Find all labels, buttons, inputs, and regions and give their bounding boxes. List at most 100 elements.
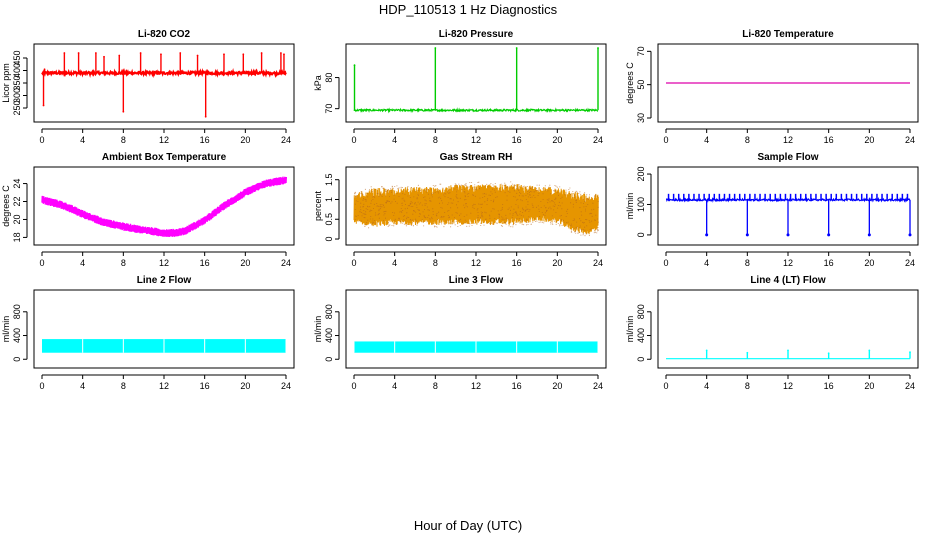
x-tick-label: 24 [905, 381, 915, 391]
y-tick-label: 800 [636, 304, 646, 319]
panel-title: Li-820 Pressure [439, 29, 514, 40]
y-tick-label: 24 [12, 179, 22, 189]
series-spike-point [353, 64, 356, 67]
x-tick-label: 12 [783, 258, 793, 268]
plot-frame [657, 289, 919, 369]
x-tick-label: 8 [745, 381, 750, 391]
x-tick-label: 20 [240, 381, 250, 391]
series-spike-point [827, 352, 830, 355]
x-tick-label: 24 [905, 258, 915, 268]
series-line [353, 183, 599, 235]
x-tick-label: 24 [281, 258, 291, 268]
x-tick-label: 24 [905, 135, 915, 145]
x-tick-label: 0 [663, 381, 668, 391]
series-spike-point [179, 52, 182, 54]
x-tick-label: 20 [552, 258, 562, 268]
x-tick-label: 4 [80, 258, 85, 268]
y-tick-label: 70 [324, 104, 334, 114]
y-axis-label: ml/min [625, 193, 635, 220]
y-tick-label: 20 [12, 214, 22, 224]
y-tick-label: 1 [324, 197, 334, 202]
x-tick-label: 8 [745, 258, 750, 268]
x-tick-label: 0 [663, 258, 668, 268]
x-tick-label: 24 [593, 381, 603, 391]
panel-title: Line 4 (LT) Flow [750, 275, 826, 286]
series-spike-point [283, 53, 285, 56]
plot-frame [33, 289, 295, 369]
x-tick-label: 8 [121, 381, 126, 391]
series-spike-point [63, 52, 66, 54]
series-spike-point [260, 52, 263, 54]
x-tick-label: 16 [200, 381, 210, 391]
y-tick-label: 70 [636, 46, 646, 56]
plot-frame [33, 43, 295, 123]
y-tick-label: 800 [12, 304, 22, 319]
y-tick-label: 0 [12, 357, 22, 362]
series-dip-point [786, 233, 790, 237]
x-tick-label: 8 [433, 381, 438, 391]
x-tick-label: 12 [471, 381, 481, 391]
plot-frame [657, 43, 919, 123]
y-tick-label: 80 [324, 73, 334, 83]
x-tick-label: 24 [281, 135, 291, 145]
x-tick-label: 16 [200, 258, 210, 268]
x-tick-label: 20 [240, 258, 250, 268]
series-spike-point [909, 351, 911, 354]
series-spike-point [43, 68, 46, 71]
y-axis-label: ml/min [625, 316, 635, 343]
series-spike-point [705, 349, 708, 352]
series-spike-point [160, 53, 162, 56]
x-tick-label: 24 [593, 258, 603, 268]
series-speckle [354, 181, 599, 237]
x-tick-label: 20 [864, 381, 874, 391]
y-tick-label: 0.5 [324, 213, 334, 226]
y-axis-label: ml/min [313, 316, 323, 343]
panel-sample-flow: Sample Flow 0 4 8 12 16 20 24 0 100 200 ml/min [625, 152, 919, 268]
x-tick-label: 16 [824, 258, 834, 268]
plot-frame [345, 166, 607, 246]
x-tick-label: 20 [864, 258, 874, 268]
y-axis-label: degrees C [1, 185, 11, 227]
series-spike-point [42, 104, 45, 107]
x-tick-label: 8 [745, 135, 750, 145]
y-axis-label: ml/min [1, 316, 11, 343]
x-tick-label: 12 [471, 135, 481, 145]
x-tick-label: 0 [351, 135, 356, 145]
plot-frame [657, 166, 919, 246]
y-tick-label: 400 [324, 328, 334, 343]
panel-title: Gas Stream RH [440, 152, 513, 163]
y-tick-label: 400 [636, 328, 646, 343]
x-tick-label: 0 [39, 135, 44, 145]
y-tick-label: 0 [636, 232, 646, 237]
x-tick-label: 4 [704, 135, 709, 145]
x-tick-label: 16 [824, 381, 834, 391]
y-axis-label: kPa [313, 75, 323, 91]
series-dip-point [827, 233, 831, 237]
panel-title: Line 3 Flow [449, 275, 504, 286]
x-tick-label: 4 [392, 381, 397, 391]
y-tick-label: 200 [636, 167, 646, 182]
y-tick-label: 0 [636, 357, 646, 362]
figure-title: HDP_110513 1 Hz Diagnostics [378, 2, 558, 17]
series-spike-point [94, 52, 97, 54]
plot-frame [345, 43, 607, 123]
series-spike-point [103, 55, 105, 58]
y-tick-label: 250 [12, 100, 22, 115]
series-spike-point [280, 52, 282, 54]
panel-title: Li-820 Temperature [742, 29, 834, 40]
y-axis-label: degrees C [625, 62, 635, 104]
x-tick-label: 0 [351, 258, 356, 268]
x-tick-label: 12 [783, 135, 793, 145]
series-line [353, 107, 598, 114]
y-tick-label: 400 [12, 63, 22, 78]
series-spike-point [204, 115, 207, 118]
panel-title: Line 2 Flow [137, 275, 192, 286]
series-spike-point [223, 53, 225, 56]
y-tick-label: 400 [12, 328, 22, 343]
x-tick-label: 0 [39, 258, 44, 268]
